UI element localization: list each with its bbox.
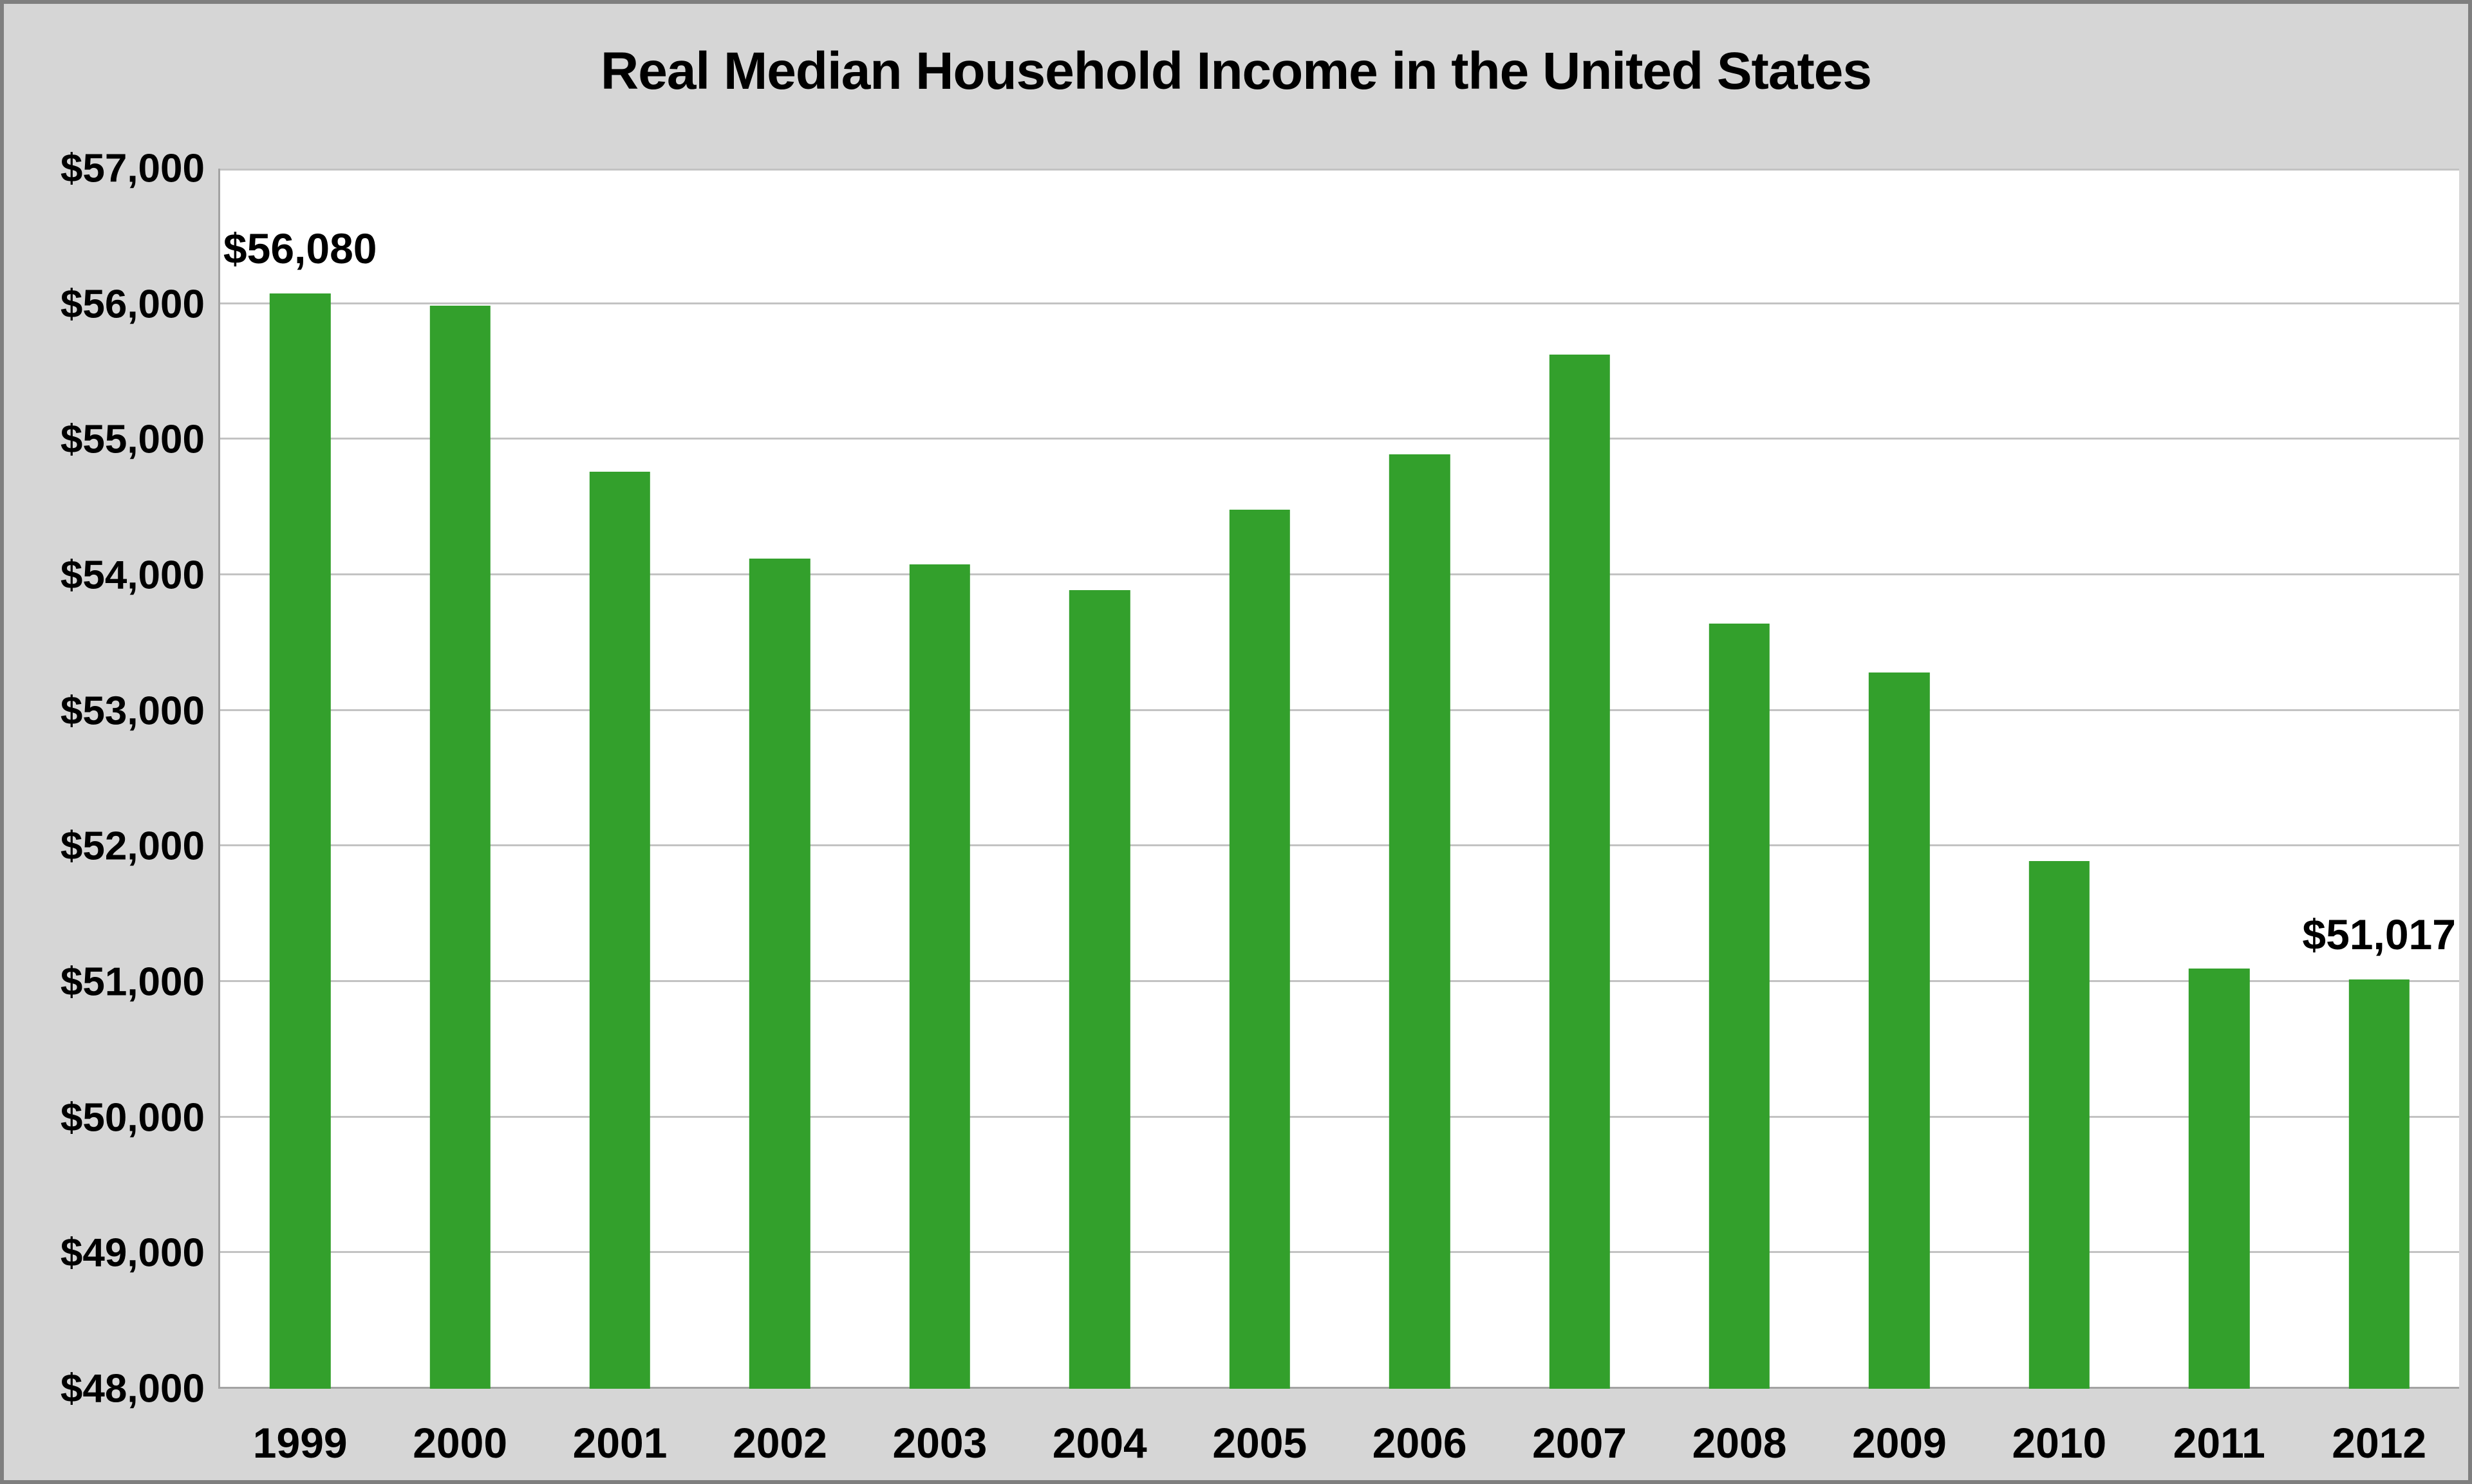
- bar-2000: [429, 306, 491, 1389]
- bar-2003: [909, 564, 971, 1389]
- bar-2006: [1389, 454, 1450, 1389]
- bar-2005: [1229, 509, 1290, 1389]
- bar-slot-2006: [1340, 169, 1499, 1389]
- y-tick-label: $51,000: [60, 960, 205, 1005]
- x-tick-label-1999: 1999: [252, 1419, 348, 1467]
- y-tick-label: $56,000: [60, 282, 205, 327]
- bar-slot-2000: [380, 169, 539, 1389]
- bar-slot-2002: [700, 169, 859, 1389]
- gridline: [220, 1115, 2459, 1118]
- gridline: [220, 1387, 2459, 1389]
- bars-container: $56,080 $51,017: [220, 169, 2459, 1389]
- gridline: [220, 169, 2459, 171]
- gridline: [220, 573, 2459, 576]
- bar-2008: [1709, 624, 1770, 1389]
- y-tick-label: $53,000: [60, 689, 205, 734]
- bar-2001: [589, 471, 651, 1389]
- bar-slot-2007: [1499, 169, 1659, 1389]
- gridline: [220, 844, 2459, 847]
- bar-slot-2010: [1980, 169, 2139, 1389]
- x-tick-label-2007: 2007: [1532, 1419, 1627, 1467]
- y-tick-label: $52,000: [60, 824, 205, 869]
- bar-slot-2008: [1660, 169, 1819, 1389]
- bar-slot-2005: [1180, 169, 1340, 1389]
- gridline: [220, 438, 2459, 440]
- y-tick-label: $50,000: [60, 1095, 205, 1140]
- x-tick-label-2010: 2010: [2012, 1419, 2107, 1467]
- y-axis-labels: $48,000 $49,000 $50,000 $51,000 $52,000 $53,0…: [4, 147, 205, 1411]
- x-tick-label-2005: 2005: [1212, 1419, 1307, 1467]
- x-axis-labels: 1999 2000 2001 2002 2003 2004 2005 2006 2007 2008…: [220, 1389, 2459, 1480]
- bar-slot-2003: [860, 169, 1020, 1389]
- plot-area: $56,080 $51,017: [218, 169, 2459, 1389]
- gridline: [220, 980, 2459, 983]
- data-label-1999: $56,080: [223, 224, 377, 272]
- bar-2010: [2028, 861, 2090, 1389]
- y-axis-line: [218, 169, 220, 1389]
- y-tick-label: $57,000: [60, 146, 205, 191]
- x-tick-label-2012: 2012: [2332, 1419, 2427, 1467]
- gridline: [220, 1251, 2459, 1254]
- x-tick-label-2002: 2002: [733, 1419, 827, 1467]
- y-tick-label: $48,000: [60, 1366, 205, 1411]
- bar-slot-2011: [2139, 169, 2299, 1389]
- bar-slot-2004: [1020, 169, 1179, 1389]
- x-tick-label-2006: 2006: [1372, 1419, 1467, 1467]
- bar-2011: [2189, 968, 2250, 1389]
- gridline: [220, 709, 2459, 711]
- x-tick-label-2011: 2011: [2173, 1419, 2265, 1467]
- chart-title: Real Median Household Income in the Unit…: [601, 42, 1872, 100]
- bar-slot-2001: [540, 169, 700, 1389]
- x-tick-label-2001: 2001: [572, 1419, 668, 1467]
- x-tick-label-2003: 2003: [892, 1419, 988, 1467]
- x-tick-label-2009: 2009: [1852, 1419, 1947, 1467]
- bar-2002: [749, 558, 810, 1389]
- bar-2007: [1549, 355, 1610, 1389]
- y-tick-label: $55,000: [60, 417, 205, 462]
- data-label-2012: $51,017: [2302, 911, 2456, 959]
- y-tick-label: $49,000: [60, 1230, 205, 1275]
- gridline: [220, 302, 2459, 304]
- x-tick-label-2000: 2000: [413, 1419, 508, 1467]
- x-tick-label-2004: 2004: [1052, 1419, 1147, 1467]
- bar-slot-2009: [1819, 169, 1979, 1389]
- bar-2009: [1869, 672, 1930, 1389]
- bar-slot-2012: $51,017: [2299, 169, 2458, 1389]
- bar-slot-1999: $56,080: [220, 169, 380, 1389]
- bar-2004: [1069, 589, 1130, 1389]
- x-tick-label-2008: 2008: [1692, 1419, 1787, 1467]
- y-tick-label: $54,000: [60, 553, 205, 598]
- bar-2012: [2348, 979, 2410, 1389]
- bar-1999: [270, 293, 331, 1389]
